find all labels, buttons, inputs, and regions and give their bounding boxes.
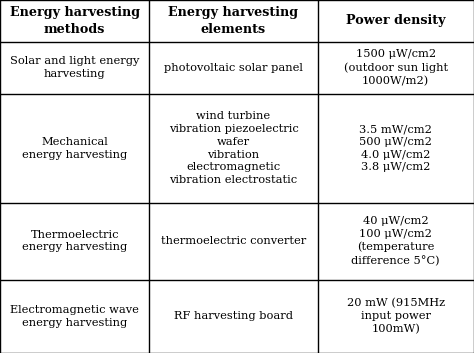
Text: Solar and light energy
harvesting: Solar and light energy harvesting <box>10 56 139 79</box>
Bar <box>318 42 474 94</box>
Text: Thermoelectric
energy harvesting: Thermoelectric energy harvesting <box>22 230 128 252</box>
Bar <box>149 280 318 353</box>
Text: Power density: Power density <box>346 14 446 27</box>
Text: 20 mW (915MHz
input power
100mW): 20 mW (915MHz input power 100mW) <box>346 298 445 334</box>
Bar <box>149 94 318 203</box>
Text: Mechanical
energy harvesting: Mechanical energy harvesting <box>22 137 128 160</box>
Bar <box>149 203 318 280</box>
Bar <box>0 0 149 42</box>
Bar <box>318 203 474 280</box>
Text: RF harvesting board: RF harvesting board <box>174 311 293 321</box>
Bar <box>0 280 149 353</box>
Bar <box>0 203 149 280</box>
Text: Energy harvesting
methods: Energy harvesting methods <box>9 6 140 36</box>
Text: thermoelectric converter: thermoelectric converter <box>161 236 306 246</box>
Text: Electromagnetic wave
energy harvesting: Electromagnetic wave energy harvesting <box>10 305 139 328</box>
Text: photovoltaic solar panel: photovoltaic solar panel <box>164 63 303 73</box>
Bar <box>149 0 318 42</box>
Bar <box>318 0 474 42</box>
Text: 3.5 mW/cm2
500 μW/cm2
4.0 μW/cm2
3.8 μW/cm2: 3.5 mW/cm2 500 μW/cm2 4.0 μW/cm2 3.8 μW/… <box>359 124 432 173</box>
Text: 1500 μW/cm2
(outdoor sun light
1000W/m2): 1500 μW/cm2 (outdoor sun light 1000W/m2) <box>344 49 448 86</box>
Text: Energy harvesting
elements: Energy harvesting elements <box>168 6 299 36</box>
Bar <box>0 42 149 94</box>
Text: 40 μW/cm2
100 μW/cm2
(temperature
difference 5°C): 40 μW/cm2 100 μW/cm2 (temperature differ… <box>352 216 440 266</box>
Bar <box>0 94 149 203</box>
Bar <box>318 280 474 353</box>
Bar <box>318 94 474 203</box>
Bar <box>149 42 318 94</box>
Text: wind turbine
vibration piezoelectric
wafer
vibration
electromagnetic
vibration e: wind turbine vibration piezoelectric waf… <box>169 111 298 185</box>
